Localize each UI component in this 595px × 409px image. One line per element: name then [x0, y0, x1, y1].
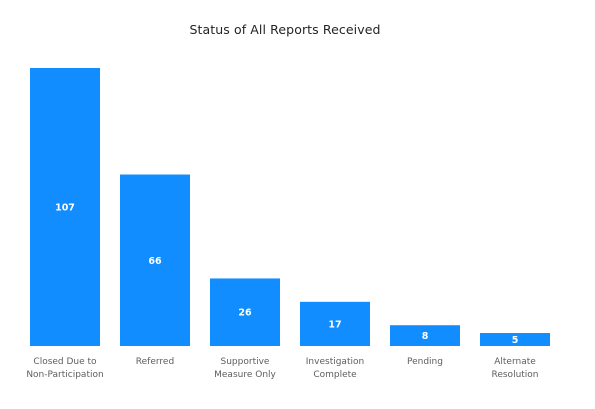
bar-value-label: 26 [238, 308, 252, 319]
bar[interactable] [30, 68, 100, 346]
bar-value-label: 5 [512, 335, 519, 346]
bar[interactable] [300, 301, 370, 346]
bar-value-label: 17 [328, 319, 341, 330]
bar-value-label: 8 [422, 331, 429, 342]
category-tick-label: Investigation [306, 357, 364, 367]
category-tick-label: Measure Only [214, 370, 276, 380]
bar-value-label: 107 [55, 203, 75, 214]
category-tick-label: Referred [136, 357, 174, 367]
bar[interactable] [390, 325, 460, 346]
category-tick-label: Supportive [221, 357, 270, 367]
bar[interactable] [480, 333, 550, 346]
category-tick-label: Complete [313, 370, 357, 380]
chart-title: Status of All Reports Received [189, 22, 381, 37]
category-tick-label: Closed Due to [33, 357, 97, 367]
bar[interactable] [210, 278, 280, 346]
category-tick-label: Alternate [494, 357, 536, 367]
category-tick-label: Non-Participation [26, 370, 103, 380]
bar-value-label: 66 [148, 256, 162, 267]
bar[interactable] [120, 174, 190, 346]
category-tick-label: Pending [407, 357, 443, 367]
category-tick-label: Resolution [491, 370, 538, 380]
